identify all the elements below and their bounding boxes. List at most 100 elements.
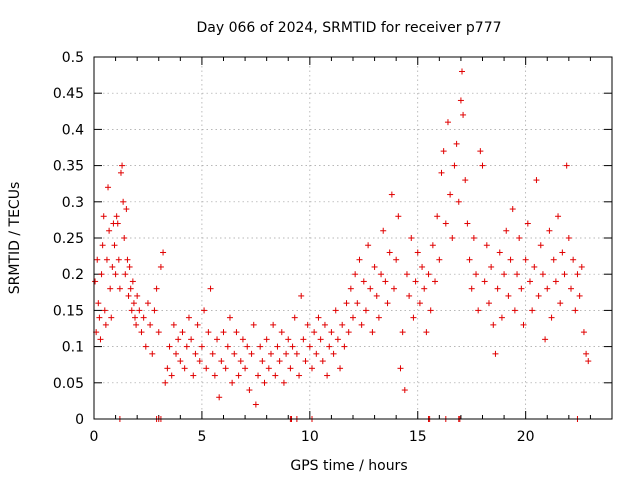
data-point — [263, 336, 270, 343]
data-point — [567, 285, 574, 292]
data-point — [438, 169, 445, 176]
data-point — [134, 292, 141, 299]
data-point — [147, 321, 154, 328]
data-point — [572, 307, 579, 314]
data-point — [120, 198, 127, 205]
data-point — [94, 256, 101, 263]
data-point — [298, 292, 305, 299]
data-point — [544, 285, 551, 292]
data-point — [315, 314, 322, 321]
data-point — [113, 213, 120, 220]
data-point — [462, 177, 469, 184]
data-point — [125, 292, 132, 299]
data-point — [132, 314, 139, 321]
data-point — [95, 300, 102, 307]
x-tick-label: 0 — [90, 429, 99, 445]
data-point — [250, 321, 257, 328]
data-point — [272, 372, 279, 379]
data-point — [99, 242, 106, 249]
data-point — [242, 365, 249, 372]
data-point — [580, 329, 587, 336]
data-point — [410, 314, 417, 321]
data-point — [378, 271, 385, 278]
data-point — [128, 307, 135, 314]
data-point — [136, 307, 143, 314]
data-point — [529, 307, 536, 314]
data-point — [177, 358, 184, 365]
data-point — [326, 343, 333, 350]
data-point — [283, 350, 290, 357]
data-point — [542, 336, 549, 343]
data-point — [507, 256, 514, 263]
data-point — [520, 321, 527, 328]
data-point — [576, 292, 583, 299]
data-point — [365, 242, 372, 249]
data-point — [565, 235, 572, 241]
data-point — [209, 350, 216, 357]
data-point — [252, 401, 259, 408]
data-point — [350, 314, 356, 321]
data-point — [222, 365, 229, 372]
data-point — [328, 329, 335, 336]
data-point — [246, 387, 253, 394]
data-point — [432, 278, 439, 285]
y-tick-label: 0.1 — [62, 340, 84, 356]
data-point — [100, 213, 107, 220]
data-point — [218, 358, 225, 365]
data-point — [114, 220, 121, 227]
data-point — [205, 329, 212, 336]
data-point — [458, 68, 465, 75]
data-point — [302, 358, 309, 365]
data-point — [533, 177, 540, 184]
data-point — [464, 220, 471, 227]
data-point — [406, 292, 413, 299]
data-point — [296, 372, 303, 379]
data-point — [259, 358, 266, 365]
data-point — [408, 235, 415, 241]
data-point — [490, 321, 497, 328]
data-point — [440, 148, 447, 155]
x-axis-title: GPS time / hours — [290, 458, 407, 474]
data-point — [97, 336, 104, 343]
data-point — [239, 336, 246, 343]
data-point — [116, 285, 123, 292]
data-point — [362, 307, 369, 314]
data-point — [386, 249, 393, 256]
data-point — [475, 307, 482, 314]
data-point — [274, 343, 281, 350]
gridlines — [94, 57, 612, 419]
data-point — [198, 343, 205, 350]
data-point — [109, 263, 116, 270]
data-point — [190, 372, 197, 379]
data-point — [276, 358, 283, 365]
data-point — [130, 300, 137, 307]
data-point — [117, 169, 124, 176]
data-point — [535, 292, 542, 299]
data-point — [360, 278, 367, 285]
data-point — [399, 329, 406, 336]
data-point — [216, 394, 223, 401]
data-point — [457, 97, 464, 104]
data-point — [151, 307, 158, 314]
data-point — [555, 213, 562, 220]
data-point — [546, 227, 553, 234]
data-point — [537, 242, 544, 249]
data-point — [423, 329, 430, 336]
data-point — [112, 271, 119, 278]
data-point — [343, 300, 350, 307]
data-point — [414, 249, 421, 256]
data-point — [583, 350, 590, 357]
data-point — [231, 350, 238, 357]
data-point — [356, 256, 363, 263]
data-point — [235, 372, 242, 379]
data-point — [477, 148, 484, 155]
data-point — [291, 314, 298, 321]
data-point — [449, 235, 456, 241]
data-point — [144, 300, 151, 307]
x-tick-label: 10 — [301, 429, 319, 445]
data-point — [123, 206, 130, 213]
data-point — [552, 278, 559, 285]
data-point — [289, 343, 296, 350]
y-tick-label: 0.05 — [53, 376, 84, 392]
